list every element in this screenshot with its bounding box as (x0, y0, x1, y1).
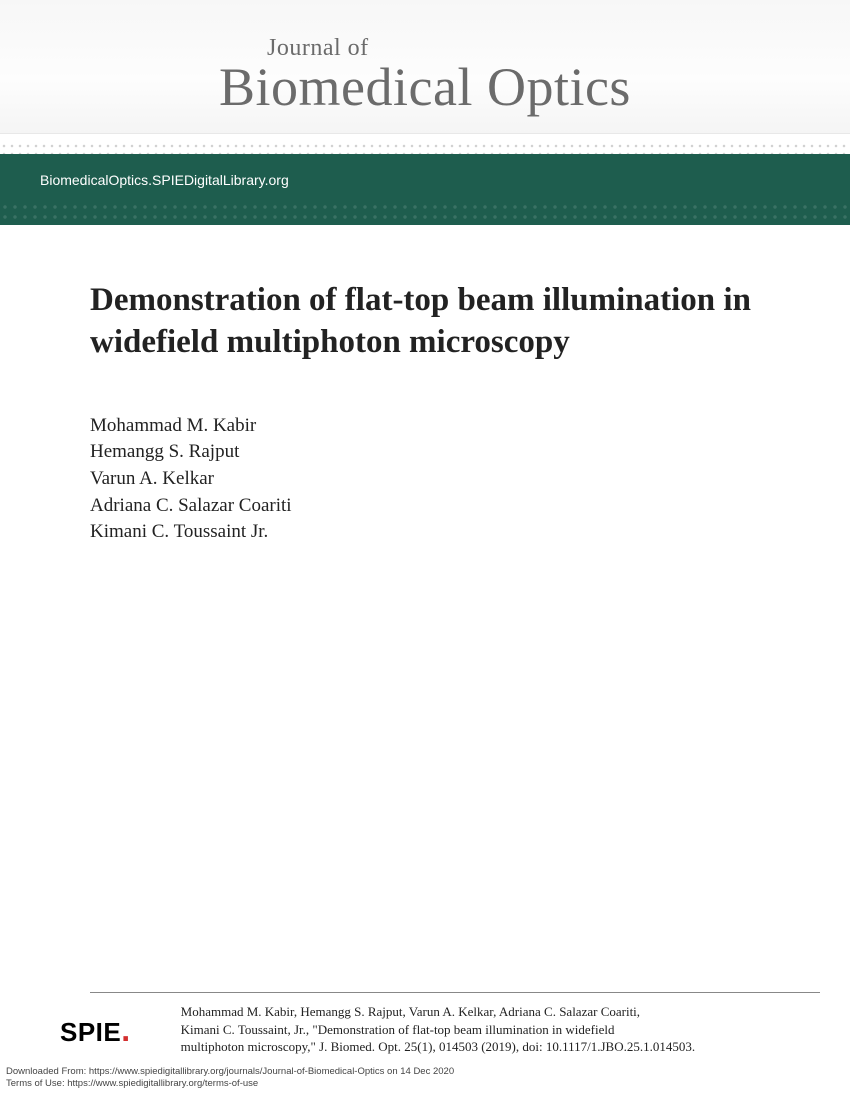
download-info: Downloaded From: https://www.spiedigital… (6, 1066, 454, 1090)
author: Hemangg S. Rajput (90, 439, 760, 465)
author-list: Mohammad M. Kabir Hemangg S. Rajput Varu… (90, 413, 760, 545)
spie-logo: SPIE. (60, 1003, 131, 1048)
library-url: BiomedicalOptics.SPIEDigitalLibrary.org (40, 172, 289, 188)
journal-header: Journal of Biomedical Optics (0, 0, 850, 134)
content-area: Demonstration of flat-top beam illuminat… (0, 225, 850, 566)
spie-text: SPIE (60, 1017, 121, 1047)
spie-dot-icon: . (121, 1012, 130, 1048)
download-source: Downloaded From: https://www.spiedigital… (6, 1066, 454, 1078)
author: Varun A. Kelkar (90, 466, 760, 492)
citation-line: Kimani C. Toussaint, Jr., "Demonstration… (181, 1021, 820, 1039)
terms-of-use: Terms of Use: https://www.spiedigitallib… (6, 1078, 454, 1090)
green-dots-pattern (0, 202, 850, 222)
author: Mohammad M. Kabir (90, 413, 760, 439)
journal-logo: Journal of Biomedical Optics (219, 35, 631, 113)
citation-line: Mohammad M. Kabir, Hemangg S. Rajput, Va… (181, 1003, 820, 1021)
page-container: Journal of Biomedical Optics BiomedicalO… (0, 0, 850, 1094)
author: Adriana C. Salazar Coariti (90, 493, 760, 519)
footer: SPIE. Mohammad M. Kabir, Hemangg S. Rajp… (0, 992, 850, 1056)
author: Kimani C. Toussaint Jr. (90, 519, 760, 545)
footer-divider (90, 992, 820, 993)
article-title: Demonstration of flat-top beam illuminat… (90, 280, 760, 363)
dot-divider (0, 142, 850, 154)
citation-line: multiphoton microscopy," J. Biomed. Opt.… (181, 1038, 820, 1056)
citation-block: Mohammad M. Kabir, Hemangg S. Rajput, Va… (181, 1003, 820, 1056)
journal-name-large: Biomedical Optics (219, 62, 631, 113)
green-banner: BiomedicalOptics.SPIEDigitalLibrary.org (0, 154, 850, 202)
footer-row: SPIE. Mohammad M. Kabir, Hemangg S. Rajp… (60, 1003, 820, 1056)
